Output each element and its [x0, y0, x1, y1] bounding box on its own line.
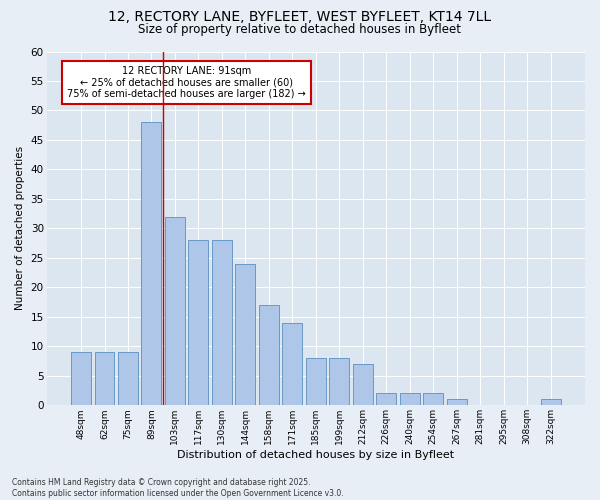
Bar: [423, 394, 443, 406]
Bar: [353, 364, 373, 406]
Bar: [188, 240, 208, 406]
Text: Contains HM Land Registry data © Crown copyright and database right 2025.
Contai: Contains HM Land Registry data © Crown c…: [12, 478, 344, 498]
Bar: [259, 305, 279, 406]
Bar: [329, 358, 349, 406]
X-axis label: Distribution of detached houses by size in Byfleet: Distribution of detached houses by size …: [177, 450, 454, 460]
Bar: [165, 216, 185, 406]
Bar: [142, 122, 161, 406]
Bar: [376, 394, 396, 406]
Text: 12, RECTORY LANE, BYFLEET, WEST BYFLEET, KT14 7LL: 12, RECTORY LANE, BYFLEET, WEST BYFLEET,…: [109, 10, 491, 24]
Text: Size of property relative to detached houses in Byfleet: Size of property relative to detached ho…: [139, 22, 461, 36]
Bar: [541, 400, 560, 406]
Bar: [306, 358, 326, 406]
Bar: [400, 394, 419, 406]
Y-axis label: Number of detached properties: Number of detached properties: [15, 146, 25, 310]
Bar: [95, 352, 115, 406]
Bar: [118, 352, 138, 406]
Text: 12 RECTORY LANE: 91sqm
← 25% of detached houses are smaller (60)
75% of semi-det: 12 RECTORY LANE: 91sqm ← 25% of detached…: [67, 66, 306, 100]
Bar: [446, 400, 467, 406]
Bar: [71, 352, 91, 406]
Bar: [283, 322, 302, 406]
Bar: [212, 240, 232, 406]
Bar: [235, 264, 256, 406]
